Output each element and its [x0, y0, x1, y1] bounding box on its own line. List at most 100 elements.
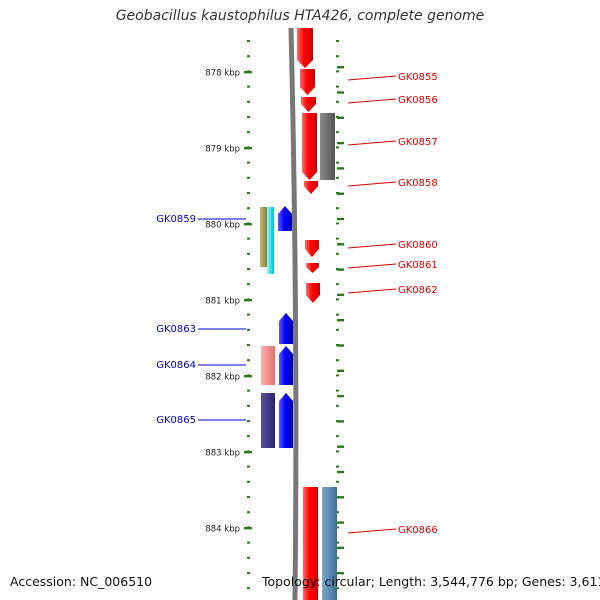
gene-label-forward: GK0858	[398, 178, 438, 189]
minor-tick	[337, 394, 344, 398]
genome-backbone-line	[288, 27, 299, 600]
leader-line	[347, 75, 397, 81]
tick-mark-left	[247, 359, 250, 362]
leader-line	[347, 243, 397, 249]
tick-mark-left	[247, 252, 250, 255]
gene-arrow-forward	[300, 69, 315, 95]
tick-mark-left	[247, 207, 250, 210]
gene-arrow-forward	[306, 263, 319, 273]
major-tick	[244, 527, 252, 530]
tick-mark-left	[247, 237, 250, 240]
tick-mark-left	[247, 328, 250, 331]
minor-tick	[337, 66, 344, 69]
tick-mark-right	[336, 556, 339, 559]
tick-mark-right	[336, 85, 339, 88]
tick-mark-left	[247, 131, 250, 134]
feature-box	[320, 113, 335, 180]
gene-labels: GK0855 GK0856 GK0857 GK0858 GK0860 GK0861 GK08…	[156, 72, 438, 536]
tick-mark-left	[247, 511, 250, 514]
tick-mark-left	[247, 496, 250, 498]
gene-label-reverse: GK0863	[156, 324, 196, 335]
gene-arrow-reverse	[279, 393, 293, 448]
gene-label-forward: GK0862	[398, 285, 438, 296]
tick-mark-left	[247, 344, 250, 346]
major-tick	[244, 223, 252, 226]
gene-label-reverse: GK0865	[156, 415, 196, 426]
minor-tick	[337, 572, 344, 575]
tick-mark-right	[336, 587, 339, 590]
tick-mark-right	[336, 435, 339, 438]
minor-tick	[337, 167, 344, 170]
tick-mark-right	[336, 511, 339, 514]
tick-mark-left	[247, 572, 250, 574]
tick-mark-left	[247, 420, 250, 422]
tick-mark-left	[247, 55, 250, 58]
minor-tick	[337, 369, 344, 372]
minor-tick	[337, 344, 344, 347]
gene-arrow-forward	[306, 283, 320, 303]
tick-mark-left	[247, 161, 250, 164]
gene-label-forward: GK0855	[398, 72, 438, 83]
tick-mark-right	[336, 374, 339, 377]
tick-mark-right	[336, 328, 339, 331]
tick-mark-left	[247, 268, 250, 270]
leader-line	[347, 140, 397, 146]
gene-arrow-forward	[305, 240, 319, 257]
tick-mark-left	[247, 85, 250, 88]
tick-mark-left	[247, 116, 250, 118]
tick-mark-right	[336, 480, 339, 483]
tick-mark-left	[247, 587, 250, 590]
tick-mark-left	[247, 480, 250, 483]
tick-mark-right	[336, 252, 339, 255]
tick-mark-left	[247, 465, 250, 468]
minor-tick	[337, 319, 344, 322]
leader-line	[347, 528, 397, 534]
leader-line	[347, 263, 397, 269]
feature-box	[260, 207, 267, 267]
minor-tick	[337, 91, 344, 94]
gene-label-forward: GK0857	[398, 137, 438, 148]
tick-mark-right	[336, 404, 339, 407]
gene-arrow-reverse	[279, 346, 293, 385]
minor-tick	[337, 293, 344, 297]
gene-arrow-forward	[302, 113, 317, 180]
tick-mark-right	[336, 222, 339, 225]
tick-mark-right	[336, 359, 339, 362]
genome-summary: Topology: circular; Length: 3,544,776 bp…	[262, 574, 600, 589]
tick-mark-left	[247, 283, 250, 286]
minor-tick	[337, 496, 344, 499]
tick-mark-right	[336, 283, 339, 286]
tick-mark-right	[336, 100, 339, 103]
ruler-label: 884 kbp	[205, 525, 240, 535]
tick-mark-right	[336, 298, 339, 301]
leader-line	[347, 181, 397, 187]
ruler-label: 878 kbp	[205, 69, 240, 79]
minor-tick	[337, 445, 344, 448]
minor-tick	[337, 546, 344, 550]
feature-box	[261, 346, 275, 385]
minor-tick	[337, 521, 344, 524]
feature-box	[267, 207, 274, 274]
tick-mark-right	[336, 161, 339, 164]
ruler-labels: 878 kbp 879 kbp 880 kbp 881 kbp 882 kbp 883 k…	[205, 69, 240, 535]
ruler-label: 883 kbp	[205, 449, 240, 459]
minor-tick	[337, 141, 344, 145]
gene-label-forward: GK0856	[398, 95, 438, 106]
minor-tick	[337, 116, 344, 119]
major-tick	[244, 71, 252, 74]
gene-arrow-forward	[297, 28, 313, 68]
tick-mark-right	[336, 176, 339, 179]
gene-label-forward: GK0866	[398, 525, 438, 536]
feature-box	[322, 487, 337, 600]
gene-label-forward: GK0860	[398, 240, 438, 251]
tick-mark-left	[247, 389, 250, 392]
gene-features	[260, 28, 337, 600]
tick-mark-right	[336, 70, 339, 73]
major-tick	[244, 451, 252, 454]
minor-tick	[337, 217, 344, 221]
tick-mark-left	[247, 404, 250, 407]
ruler-label: 879 kbp	[205, 145, 240, 155]
tick-mark-right	[336, 313, 339, 316]
tick-mark-left	[247, 556, 250, 559]
ruler-label: 882 kbp	[205, 373, 240, 383]
